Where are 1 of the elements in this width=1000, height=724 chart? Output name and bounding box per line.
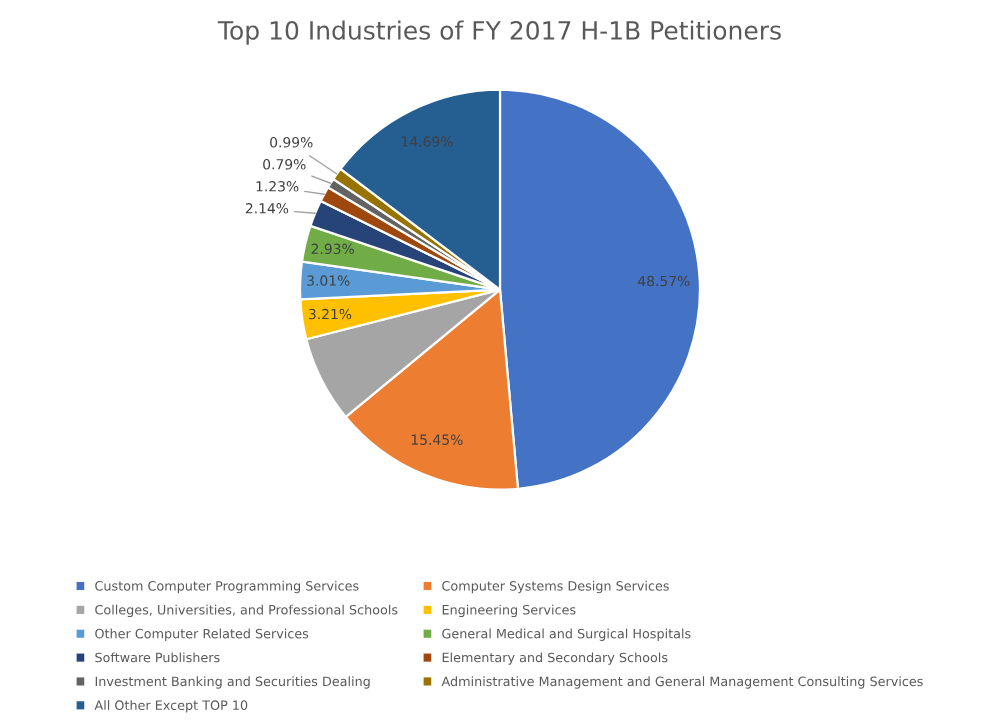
chart-title: Top 10 Industries of FY 2017 H-1B Petitioners — [217, 20, 781, 45]
